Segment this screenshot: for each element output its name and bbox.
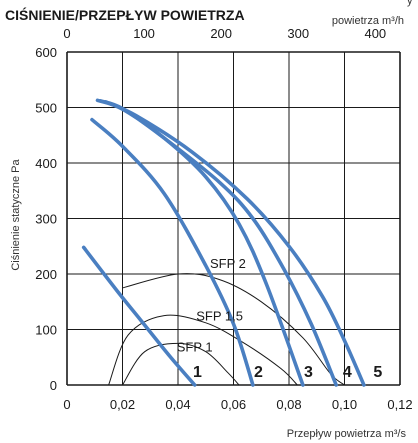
top-axis-tick-label: 100 <box>133 26 155 41</box>
fan-curve-line <box>98 99 338 387</box>
y-tick-label: 0 <box>50 378 57 393</box>
y-tick-label: 600 <box>35 45 57 60</box>
sfp-label: SFP 2 <box>210 256 246 271</box>
x-tick-label: 0,04 <box>165 397 190 412</box>
sfp-labels: SFP 2 SFP 1,5 SFP 1 <box>177 256 246 355</box>
curve-number-label: 4 <box>343 364 352 381</box>
top-axis-tick-label: 200 <box>210 26 232 41</box>
x-tick-label: 0,10 <box>332 397 357 412</box>
top-axis-tick-label: 400 <box>364 26 386 41</box>
curve-number-label: 5 <box>373 364 382 381</box>
sfp-curve <box>108 314 298 386</box>
curve-number-label: 1 <box>193 364 202 381</box>
x-tick-label: 0,06 <box>221 397 246 412</box>
y-tick-label: 300 <box>35 212 57 227</box>
x-axis-ticks: 0 0,02 0,04 0,06 0,08 0,10 0,12 <box>63 397 412 412</box>
y-axis-ticks: 0 100 200 300 400 500 600 <box>35 45 57 393</box>
curve-number-label: 2 <box>254 364 263 381</box>
x-tick-label: 0,12 <box>387 397 412 412</box>
y-tick-label: 400 <box>35 156 57 171</box>
sfp-label: SFP 1 <box>177 340 213 355</box>
fan-curve-line <box>104 100 366 387</box>
x-tick-label: 0,08 <box>276 397 301 412</box>
curve-labels: 1 2 3 4 5 <box>193 364 382 381</box>
top-axis-tick-label: 300 <box>287 26 309 41</box>
y-tick-label: 100 <box>35 323 57 338</box>
y-axis-label: Ciśnienie statyczne Pa <box>10 158 22 270</box>
top-axis-label: powietrza m³/h <box>332 15 404 27</box>
x-tick-label: 0 <box>63 397 70 412</box>
y-tick-label: 200 <box>35 267 57 282</box>
fan-curves <box>81 98 366 387</box>
top-axis-label-fragment: y <box>407 0 413 7</box>
y-tick-label: 500 <box>35 101 57 116</box>
sfp-curve <box>122 342 240 386</box>
x-tick-label: 0,02 <box>110 397 135 412</box>
x-axis-label: Przepływ powietrza m³/s <box>287 428 407 440</box>
fan-curve-line <box>81 245 197 387</box>
grid-lines <box>66 51 401 386</box>
top-axis-ticks: 0 100 200 300 400 <box>63 26 386 41</box>
plot-area: SFP 2 SFP 1,5 SFP 1 1 2 3 4 5 <box>66 51 401 387</box>
chart-title: CIŚNIENIE/PRZEPŁYW POWIETRZA <box>5 6 245 23</box>
sfp-label: SFP 1,5 <box>196 309 243 324</box>
fan-curve-line <box>90 117 255 387</box>
curve-number-label: 3 <box>304 364 313 381</box>
top-axis-tick-label: 0 <box>63 26 70 41</box>
